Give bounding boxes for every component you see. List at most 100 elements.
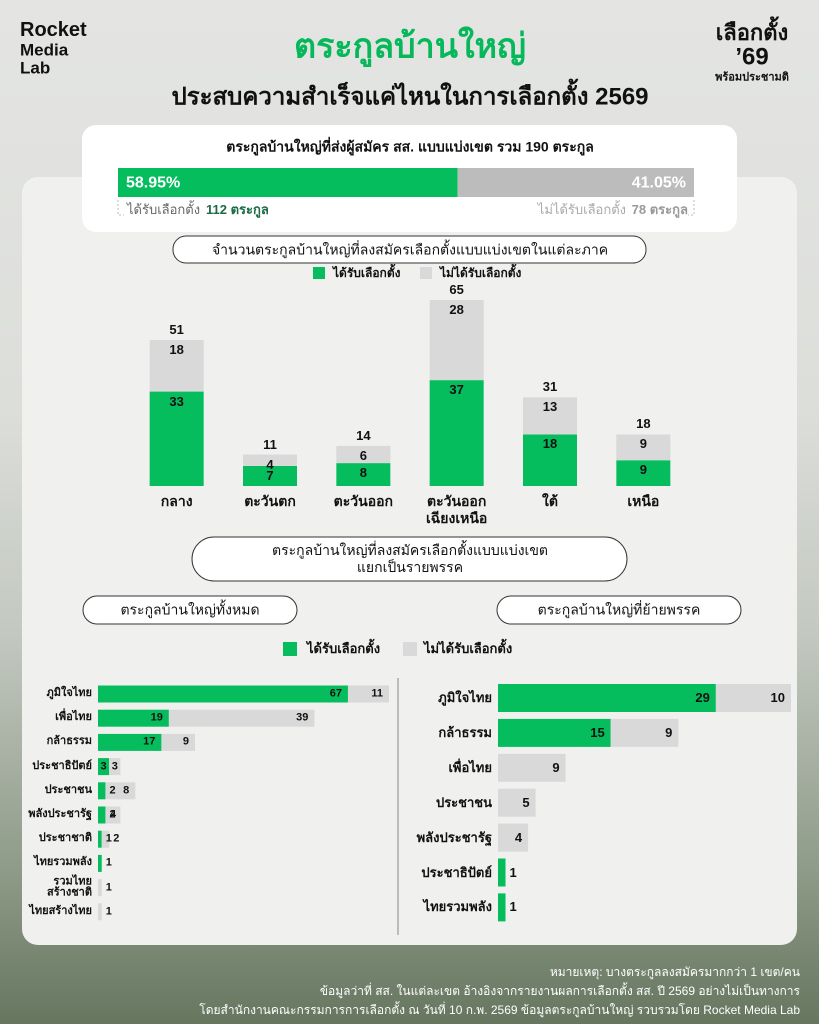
legend-label: ได้รับเลือกตั้ง <box>307 641 381 657</box>
y-tick-label: ภูมิใจไทย <box>438 690 492 706</box>
value-label: 11 <box>371 687 383 700</box>
y-tick-label: เพื่อไทย <box>448 759 492 775</box>
y-tick-label: พลังประชารัฐ <box>416 829 492 845</box>
value-label: 5 <box>522 794 530 810</box>
bar-segment <box>429 380 484 486</box>
y-tick-label: ภูมิใจไทย <box>46 687 92 700</box>
total-label: 18 <box>636 416 651 432</box>
bar-segment <box>98 758 110 776</box>
badge-text: ’69 <box>735 43 769 71</box>
legend-swatch <box>283 642 297 656</box>
value-label: 9 <box>639 436 647 452</box>
bar-segment <box>101 830 110 848</box>
note: ข้อมูลว่าที่ สส. ในแต่ละเขต อ้างอิงจากรา… <box>319 983 800 998</box>
y-tick-label: ประชาชน <box>435 794 492 810</box>
value-label: 10 <box>770 690 785 706</box>
bar-segment <box>149 391 204 486</box>
logo-text: Rocket <box>20 19 87 41</box>
bar-segment <box>498 718 611 747</box>
value-label: 1 <box>509 899 517 915</box>
value-label: 9 <box>182 735 189 748</box>
bar-segment <box>98 709 169 727</box>
value-label: 2 <box>113 832 120 845</box>
value-label: 9 <box>639 462 647 478</box>
bar-segment <box>105 806 121 824</box>
y-tick-label: ประชาธิปัตย์ <box>421 864 492 880</box>
value-label: 9 <box>665 725 673 741</box>
bar-segment <box>98 782 106 800</box>
bar-segment <box>98 806 106 824</box>
value-label: 33 <box>169 393 184 409</box>
progress-segment <box>457 168 694 197</box>
heading-pill <box>172 235 647 264</box>
total-label: 11 <box>263 436 277 452</box>
bar-segment <box>161 733 195 751</box>
chart-title: จำนวนตระกูลบ้านใหญ่ที่ลงสมัครเลือกตั้งแบ… <box>211 241 609 258</box>
bar-segment <box>523 397 577 435</box>
value-label: 13 <box>542 399 558 415</box>
y-tick-label: ไทยสร้างไทย <box>29 905 92 918</box>
bar-segment <box>243 465 297 486</box>
value-label: 3 <box>100 760 107 772</box>
bar-segment <box>715 684 791 712</box>
legend-label: ไม่ได้รับเลือกตั้ง <box>537 202 626 218</box>
heading-pill <box>191 536 628 582</box>
bar-segment <box>149 340 204 392</box>
logo-text: Lab <box>20 58 51 78</box>
x-tick-label: ตะวันออก <box>333 493 393 509</box>
note: โดยสำนักงานคณะกรรมการการเลือกตั้ง ณ วันท… <box>199 1002 800 1017</box>
legend-label: ไม่ได้รับเลือกตั้ง <box>440 265 522 280</box>
total-label: 14 <box>356 428 371 444</box>
value-label: 7 <box>266 468 274 484</box>
value-label: 41.05% <box>631 173 686 191</box>
value-label: 1 <box>105 832 112 845</box>
bar-segment <box>168 709 315 727</box>
legend-swatch <box>403 642 417 656</box>
bar-segment <box>243 454 297 466</box>
bracket <box>117 200 695 216</box>
legend-swatch <box>420 267 432 279</box>
value-label: 2 <box>109 784 116 797</box>
value-label: 58.95% <box>126 173 181 191</box>
y-tick-label: ประชาธิปัตย์ <box>32 759 92 772</box>
bar-segment <box>98 830 102 848</box>
heading-pill <box>496 595 742 625</box>
logo-text: Media <box>20 40 69 60</box>
note: หมายเหตุ: บางตระกูลลงสมัครมากกว่า 1 เขต/… <box>549 964 800 979</box>
title: ตระกูลบ้านใหญ่ <box>294 27 526 66</box>
legend-label: ได้รับเลือกตั้ง <box>127 202 201 218</box>
y-tick-label: ประชาชน <box>44 784 92 797</box>
value-label: 1 <box>105 881 112 893</box>
summary-title: ตระกูลบ้านใหญ่ที่ส่งผู้สมัคร สส. แบบแบ่ง… <box>226 138 594 155</box>
value-label: 1 <box>509 864 517 880</box>
bar-segment <box>336 445 391 464</box>
subtitle: ประสบความสำเร็จแค่ไหนในการเลือกตั้ง 2569 <box>171 83 649 111</box>
progress-segment <box>118 168 458 197</box>
value-label: 39 <box>296 711 309 724</box>
value-label: 37 <box>449 382 464 398</box>
value-label: 17 <box>143 735 156 748</box>
value-label: 29 <box>695 690 710 706</box>
bar-segment <box>523 434 577 486</box>
value-label: 1 <box>105 905 112 918</box>
total-label: 112 ตระกูล <box>206 202 269 218</box>
total-label: 78 ตระกูล <box>631 202 688 218</box>
total-label: 65 <box>449 282 464 298</box>
value-label: 2 <box>109 808 116 821</box>
bar-segment <box>498 788 536 817</box>
x-tick-label: ตะวันตก <box>244 493 296 509</box>
value-label: 1 <box>105 856 112 869</box>
legend-swatch <box>313 267 325 279</box>
value-label: 67 <box>329 687 342 700</box>
y-tick-label: เพื่อไทย <box>55 711 92 724</box>
y-tick-label: พลังประชารัฐ <box>28 808 92 821</box>
bar-segment <box>109 758 121 776</box>
bar-segment <box>498 858 506 887</box>
value-label: 19 <box>150 711 163 724</box>
y-tick-label: รวมไทย สร้างชาติ <box>47 875 92 899</box>
value-label: 6 <box>359 448 367 464</box>
chart-title: ตระกูลบ้านใหญ่ทั้งหมด <box>120 601 260 618</box>
legend-label: ไม่ได้รับเลือกตั้ง <box>424 641 513 657</box>
